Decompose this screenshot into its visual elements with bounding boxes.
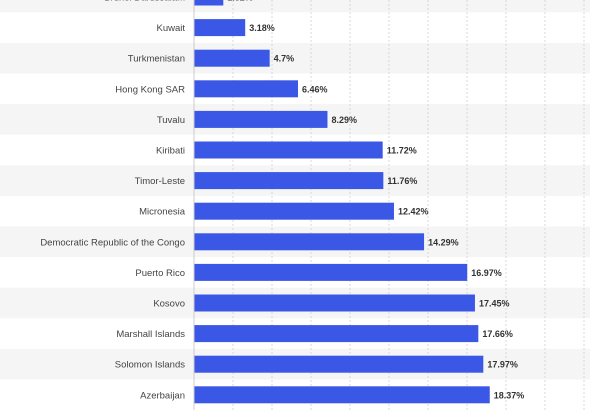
bar xyxy=(194,233,425,251)
bar xyxy=(194,202,394,220)
category-label: Hong Kong SAR xyxy=(115,84,185,95)
data-label: 14.29% xyxy=(428,237,459,247)
category-label: Solomon Islands xyxy=(115,360,185,371)
category-label: Turkmenistan xyxy=(128,54,185,65)
category-label: Marshall Islands xyxy=(116,329,185,340)
category-label: Timor-Leste xyxy=(135,176,185,187)
data-label: 17.66% xyxy=(482,329,513,339)
category-label: Kuwait xyxy=(156,23,185,34)
row-stripe xyxy=(0,42,590,74)
category-label: Micronesia xyxy=(139,207,186,218)
category-labels: Brunei Darussalam Kuwait Turkmenistan Hong … xyxy=(40,0,185,401)
category-label: Tuvalu xyxy=(157,115,185,126)
bar xyxy=(194,141,383,159)
data-label: 16.97% xyxy=(471,268,502,278)
category-label: Puerto Rico xyxy=(135,268,185,279)
bar xyxy=(194,110,328,128)
data-label: 17.45% xyxy=(479,299,510,309)
data-label: 3.18% xyxy=(249,23,275,33)
data-label: 18.37% xyxy=(494,390,525,400)
category-label: Brunei Darussalam xyxy=(104,0,185,4)
category-label: Kosovo xyxy=(153,299,185,310)
data-label: 11.72% xyxy=(387,146,417,156)
bar xyxy=(194,49,270,67)
bar xyxy=(194,263,468,281)
data-label: 4.7% xyxy=(274,54,295,64)
row-stripe xyxy=(0,0,590,13)
category-label: Kiribati xyxy=(156,146,185,157)
bar xyxy=(194,0,224,6)
bar xyxy=(194,172,384,190)
bar xyxy=(194,355,484,373)
data-label: 6.46% xyxy=(302,84,328,94)
data-label: 12.42% xyxy=(398,207,429,217)
bar xyxy=(194,386,490,404)
data-label: 17.97% xyxy=(487,360,518,370)
row-stripes xyxy=(0,0,590,379)
data-label: 11.76% xyxy=(387,176,417,186)
bar xyxy=(194,80,299,98)
category-label: Democratic Republic of the Congo xyxy=(40,237,185,248)
value-labels: 1.82% 3.18% 4.7% 6.46% 8.29% 11.72% 11.76% 12.4… xyxy=(227,0,524,400)
bars xyxy=(194,0,490,404)
data-label: 1.82% xyxy=(227,0,253,3)
bar xyxy=(194,19,246,37)
bar xyxy=(194,325,479,343)
bar xyxy=(194,294,475,312)
data-label: 8.29% xyxy=(331,115,357,125)
category-label: Azerbaijan xyxy=(140,390,185,401)
